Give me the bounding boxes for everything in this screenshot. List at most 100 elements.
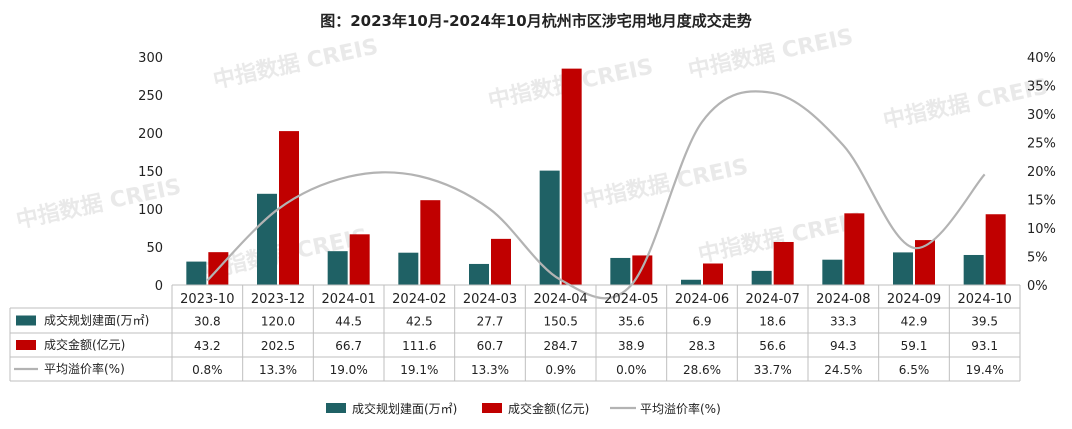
chart-title: 图：2023年10月-2024年10月杭州市区涉宅用地月度成交走势 [320, 12, 752, 30]
y-left-tick-label: 300 [138, 51, 163, 66]
data-label: 42.5 [406, 315, 433, 329]
bar-area [186, 261, 207, 285]
y-left-tick-label: 250 [138, 89, 163, 104]
data-label: 44.5 [335, 315, 362, 329]
bar-area [398, 252, 419, 285]
legend-label-amount: 成交金额(亿元) [508, 401, 589, 416]
y-right-tick-label: 15% [1027, 194, 1056, 209]
data-label: 66.7 [335, 339, 362, 353]
x-tick-label: 2023-12 [251, 292, 305, 307]
data-label: 43.2 [194, 339, 221, 353]
bar-area [751, 270, 772, 285]
data-label: 56.6 [759, 339, 786, 353]
data-label: 59.1 [901, 339, 928, 353]
bar-amount [491, 238, 511, 285]
data-label: 0.8% [192, 363, 223, 377]
table-row-label: 平均溢价率(%) [44, 361, 125, 376]
table-row-label: 成交金额(亿元) [44, 337, 125, 352]
legend-swatch-amount [482, 403, 502, 413]
data-label: 33.3 [830, 315, 857, 329]
x-tick-label: 2024-05 [604, 292, 658, 307]
bar-amount [703, 263, 723, 285]
y-left-tick-label: 0 [155, 279, 163, 294]
data-label: 120.0 [261, 315, 295, 329]
data-label: 111.6 [402, 339, 436, 353]
y-left-tick-label: 200 [138, 127, 163, 142]
bar-area [539, 170, 560, 285]
legend-label-area: 成交规划建面(万㎡) [352, 401, 457, 416]
data-label: 28.6% [683, 363, 721, 377]
table-row-label: 成交规划建面(万㎡) [44, 313, 149, 328]
y-right-tick-label: 25% [1027, 137, 1056, 152]
data-label: 30.8 [194, 315, 221, 329]
bar-area [327, 251, 348, 285]
data-label: 13.3% [471, 363, 509, 377]
bar-amount [773, 241, 794, 285]
data-label: 28.3 [689, 339, 716, 353]
bar-area [681, 279, 701, 285]
watermark: 中指数据 CREIS [881, 74, 1051, 134]
data-label: 27.7 [477, 315, 504, 329]
bar-area [963, 254, 984, 285]
x-tick-label: 2024-07 [746, 292, 800, 307]
legend-swatch-area [326, 403, 346, 413]
bar-area [893, 252, 913, 285]
x-tick-label: 2024-03 [463, 292, 517, 307]
table-key-amount [16, 340, 36, 350]
y-right-tick-label: 0% [1027, 279, 1048, 294]
data-label: 38.9 [618, 339, 645, 353]
data-label: 0.9% [545, 363, 576, 377]
line-premium [206, 90, 986, 300]
bar-area [822, 259, 843, 285]
legend-label-premium: 平均溢价率(%) [640, 401, 721, 416]
data-label: 35.6 [618, 315, 645, 329]
x-tick-label: 2024-08 [816, 292, 870, 307]
data-label: 24.5% [824, 363, 862, 377]
bar-area [257, 193, 277, 285]
y-left-tick-label: 150 [138, 165, 163, 180]
bar-amount [985, 214, 1006, 285]
data-label: 19.0% [330, 363, 368, 377]
bar-area [610, 257, 631, 285]
bar-amount [349, 234, 370, 285]
data-label: 39.5 [971, 315, 998, 329]
data-label: 93.1 [971, 339, 998, 353]
watermark: 中指数据 CREIS [211, 34, 381, 94]
data-label: 202.5 [261, 339, 295, 353]
x-tick-label: 2024-09 [887, 292, 941, 307]
y-right-tick-label: 35% [1027, 80, 1056, 95]
x-tick-label: 2023-10 [180, 292, 234, 307]
x-tick-label: 2024-06 [675, 292, 729, 307]
data-label: 19.4% [966, 363, 1004, 377]
data-label: 150.5 [543, 315, 577, 329]
y-right-tick-label: 20% [1027, 165, 1056, 180]
data-label: 6.5% [899, 363, 930, 377]
x-tick-label: 2024-02 [392, 292, 446, 307]
x-tick-label: 2024-01 [322, 292, 376, 307]
x-tick-label: 2024-04 [534, 292, 588, 307]
data-label: 60.7 [477, 339, 504, 353]
data-label: 19.1% [400, 363, 438, 377]
y-left-tick-label: 50 [146, 241, 163, 256]
bar-amount [915, 240, 935, 285]
y-left-tick-label: 100 [138, 203, 163, 218]
bar-amount [561, 68, 582, 286]
x-tick-label: 2024-10 [958, 292, 1012, 307]
data-label: 42.9 [901, 315, 928, 329]
y-right-tick-label: 5% [1027, 251, 1048, 266]
data-label: 0.0% [616, 363, 647, 377]
bar-amount [279, 131, 299, 285]
data-label: 33.7% [754, 363, 792, 377]
table-key-area [16, 315, 36, 326]
watermark: 中指数据 CREIS [581, 154, 751, 214]
data-label: 6.9 [692, 315, 711, 329]
bar-area [469, 263, 489, 285]
data-label: 284.7 [543, 339, 577, 353]
data-label: 94.3 [830, 339, 857, 353]
y-right-tick-label: 40% [1027, 51, 1056, 66]
watermark: 中指数据 CREIS [686, 24, 856, 84]
y-right-tick-label: 30% [1027, 108, 1056, 123]
data-label: 18.6 [759, 315, 786, 329]
bar-amount [420, 200, 441, 285]
